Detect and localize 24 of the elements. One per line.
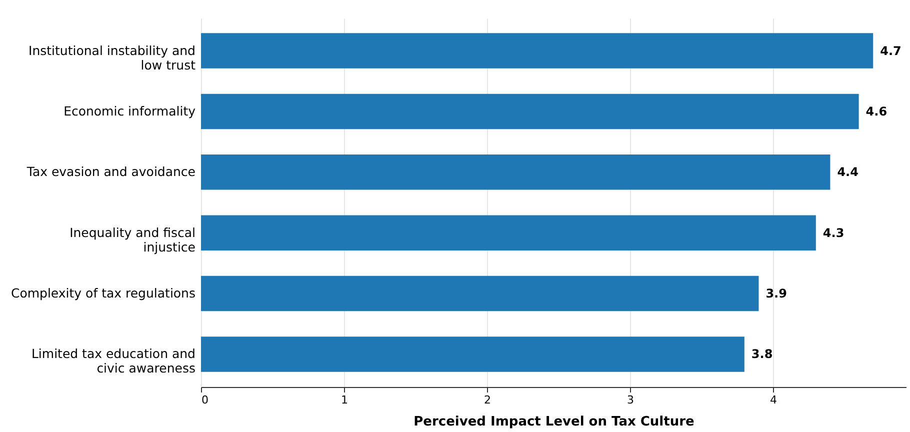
x-tick-label: 3: [627, 394, 634, 406]
bar: [201, 276, 759, 312]
data-label: 3.8: [751, 347, 773, 362]
bar: [201, 33, 874, 68]
x-tick-label: 0: [202, 394, 208, 406]
y-tick-label: Economic informality: [64, 103, 196, 118]
y-tick-label: Limited tax education and civic awareness: [31, 346, 196, 376]
y-tick-label: Complexity of tax regulations: [10, 286, 196, 301]
bar: [201, 154, 830, 190]
data-label: 4.6: [866, 104, 888, 118]
x-tick-label: 4: [770, 394, 778, 406]
data-label: 4.3: [822, 226, 844, 240]
x-axis-title: Perceived Impact Level on Tax Culture: [414, 414, 695, 430]
y-tick-label: Institutional instability and low trust: [28, 42, 196, 72]
x-tick-label: 2: [484, 394, 492, 406]
y-tick-label: Inequality and fiscal injustice: [70, 224, 196, 254]
bar: [201, 94, 859, 130]
data-label: 4.7: [880, 44, 902, 58]
bar: [201, 215, 816, 250]
x-tick-label: 1: [341, 394, 348, 406]
data-label: 3.9: [766, 286, 787, 301]
data-label: 4.4: [837, 165, 858, 180]
y-tick-label: Tax evasion and avoidance: [26, 164, 196, 180]
bar: [201, 336, 744, 372]
